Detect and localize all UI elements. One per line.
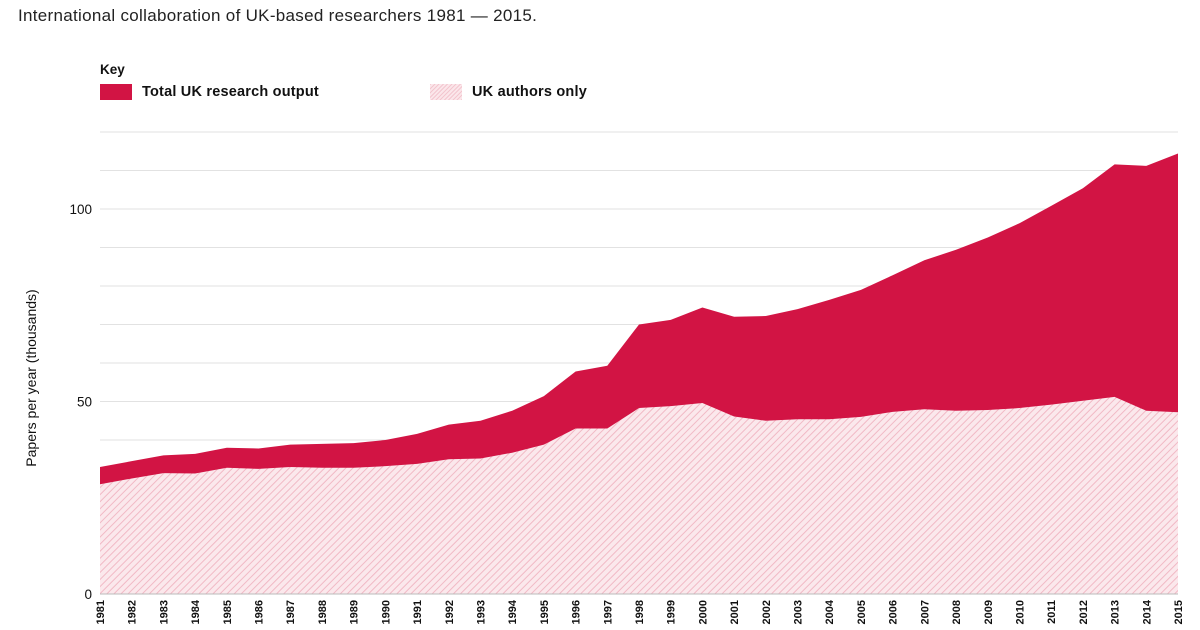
x-tick-label-1992: 1992 bbox=[444, 600, 456, 624]
x-tick-label-2011: 2011 bbox=[1046, 600, 1058, 624]
x-tick-label-2012: 2012 bbox=[1078, 600, 1090, 624]
x-tick-label-1989: 1989 bbox=[349, 600, 361, 624]
legend-item-total-output: Total UK research output bbox=[100, 84, 319, 100]
x-tick-label-2010: 2010 bbox=[1014, 600, 1026, 624]
x-tick-label-1985: 1985 bbox=[222, 600, 234, 624]
legend-heading: Key bbox=[100, 62, 125, 77]
x-tick-label-1982: 1982 bbox=[127, 600, 139, 624]
x-tick-label-2007: 2007 bbox=[919, 600, 931, 624]
legend-label-total-output: Total UK research output bbox=[142, 84, 319, 100]
y-axis-title: Papers per year (thousands) bbox=[23, 289, 39, 466]
x-tick-label-1986: 1986 bbox=[254, 600, 266, 624]
x-tick-label-2015: 2015 bbox=[1173, 600, 1185, 624]
x-tick-label-1983: 1983 bbox=[158, 600, 170, 624]
x-tick-label-2006: 2006 bbox=[888, 600, 900, 624]
legend-swatch-uk-authors-only bbox=[430, 84, 462, 100]
x-tick-label-1990: 1990 bbox=[380, 600, 392, 624]
x-tick-label-2001: 2001 bbox=[729, 600, 741, 624]
y-tick-label-100: 100 bbox=[69, 202, 92, 217]
x-tick-label-1984: 1984 bbox=[190, 599, 202, 624]
x-tick-label-1997: 1997 bbox=[602, 600, 614, 624]
x-tick-label-1998: 1998 bbox=[634, 600, 646, 624]
legend-swatch-total-output bbox=[100, 84, 132, 100]
x-tick-label-2013: 2013 bbox=[1110, 600, 1122, 624]
x-tick-label-1988: 1988 bbox=[317, 600, 329, 624]
x-tick-label-1981: 1981 bbox=[95, 600, 107, 624]
y-tick-label-50: 50 bbox=[77, 395, 92, 410]
chart-title: International collaboration of UK-based … bbox=[18, 6, 538, 25]
x-tick-label-1999: 1999 bbox=[666, 600, 678, 624]
area-uk-authors-only bbox=[100, 396, 1178, 594]
x-tick-label-2014: 2014 bbox=[1141, 599, 1153, 624]
x-tick-label-2009: 2009 bbox=[983, 600, 995, 624]
x-tick-label-2003: 2003 bbox=[793, 600, 805, 624]
x-tick-label-1996: 1996 bbox=[571, 600, 583, 624]
legend-item-uk-authors-only: UK authors only bbox=[430, 84, 587, 100]
chart-axes: 0 50 100 Papers per year (thousands) 1981 198… bbox=[23, 202, 1185, 624]
x-tick-label-2002: 2002 bbox=[761, 600, 773, 624]
x-tick-label-1991: 1991 bbox=[412, 600, 424, 624]
x-tick-label-1987: 1987 bbox=[285, 600, 297, 624]
chart-areas bbox=[100, 153, 1178, 594]
legend-label-uk-authors-only: UK authors only bbox=[472, 84, 587, 100]
x-tick-label-2000: 2000 bbox=[697, 600, 709, 624]
x-tick-label-2008: 2008 bbox=[951, 600, 963, 624]
x-tick-label-1993: 1993 bbox=[475, 600, 487, 624]
x-tick-label-1995: 1995 bbox=[539, 600, 551, 624]
x-tick-label-2004: 2004 bbox=[824, 599, 836, 624]
y-tick-label-0: 0 bbox=[84, 587, 92, 602]
x-tick-label-1994: 1994 bbox=[507, 599, 519, 624]
x-tick-label-2005: 2005 bbox=[856, 600, 868, 624]
